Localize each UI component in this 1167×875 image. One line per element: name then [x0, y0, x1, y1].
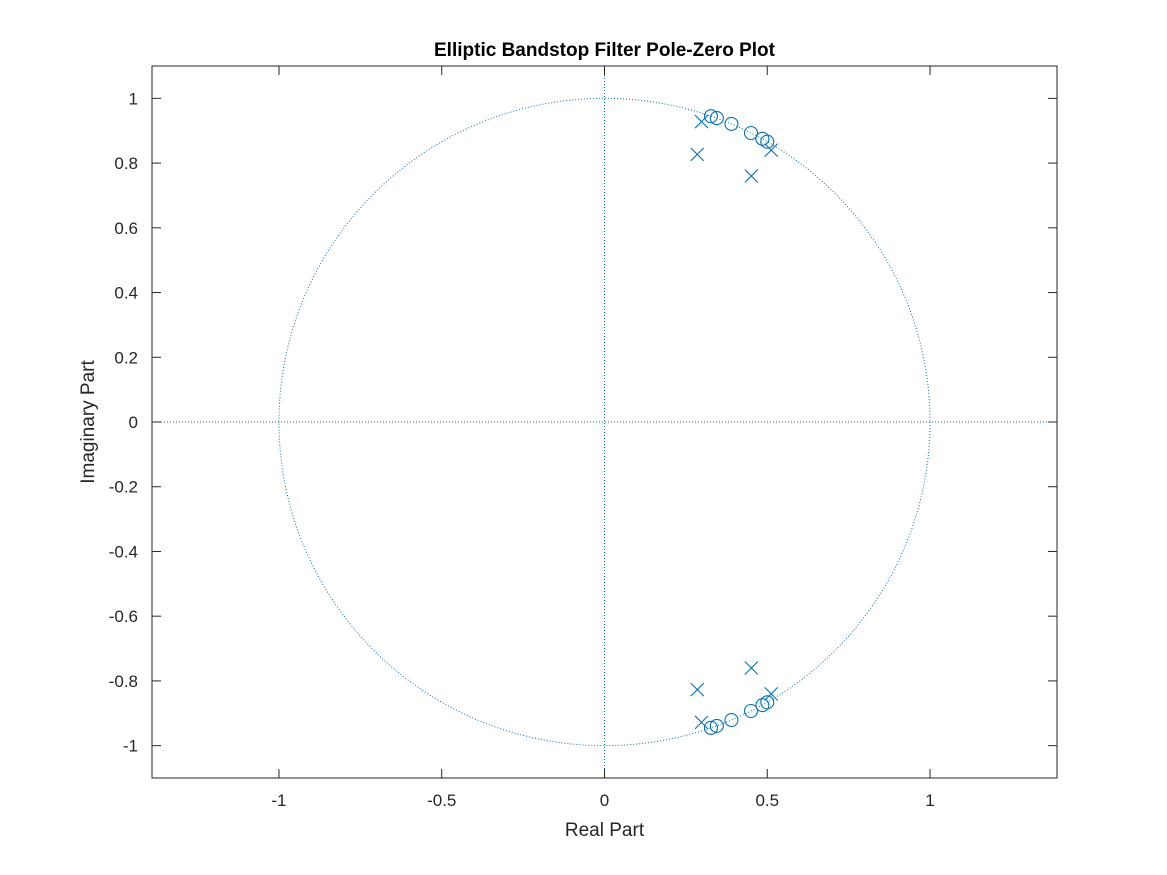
zero-marker — [703, 720, 719, 735]
y-axis-label: Imaginary Part — [78, 360, 99, 484]
axis-ticks — [152, 66, 1057, 778]
pole-marker — [694, 715, 709, 730]
x-axis-label: Real Part — [565, 820, 645, 841]
zero-marker — [743, 125, 759, 141]
pole-marker — [694, 114, 709, 129]
x-tick-label: 0.5 — [755, 791, 779, 810]
axes-box — [151, 65, 1058, 779]
pole-marker — [764, 143, 779, 158]
y-tick-label: 0.2 — [114, 348, 138, 367]
zero-marker — [760, 134, 775, 149]
x-tick-label: -0.5 — [427, 791, 456, 810]
zero-marker — [724, 116, 739, 131]
pole-marker — [744, 169, 759, 183]
zero-marker — [703, 109, 719, 124]
y-tick-label: -0.8 — [109, 672, 138, 691]
y-tick-label: 0.4 — [114, 284, 138, 303]
y-tick-label: -0.6 — [109, 607, 138, 626]
x-tick-label: 1 — [925, 791, 934, 810]
plot-markers — [690, 109, 779, 735]
y-tick-label: 1 — [129, 89, 138, 108]
pole-marker — [690, 682, 705, 697]
x-tick-label: 0 — [600, 791, 609, 810]
reference-lines — [152, 66, 1057, 778]
y-tick-label: 0.8 — [114, 154, 138, 173]
y-tick-label: 0 — [129, 413, 138, 432]
zero-marker — [760, 695, 775, 710]
y-tick-label: 0.6 — [114, 219, 138, 238]
y-tick-label: -0.4 — [109, 542, 138, 561]
x-tick-label: -1 — [271, 791, 286, 810]
y-tick-label: -0.2 — [109, 478, 138, 497]
pole-marker — [690, 147, 705, 162]
tick-labels: -1 -0.5 0 0.5 1 -1 -0.8 -0.6 -0.4 -0.2 0 0.2 0.4 0.6 0… — [109, 89, 935, 810]
pole-marker — [764, 686, 779, 701]
zero-marker — [709, 718, 724, 733]
chart-title: Elliptic Bandstop Filter Pole-Zero Plot — [434, 40, 776, 61]
zero-marker — [743, 703, 759, 719]
zero-marker — [709, 111, 724, 126]
zero-marker — [724, 713, 739, 728]
y-tick-label: -1 — [123, 737, 138, 756]
pole-marker — [744, 661, 759, 675]
unit-circle — [278, 97, 931, 747]
